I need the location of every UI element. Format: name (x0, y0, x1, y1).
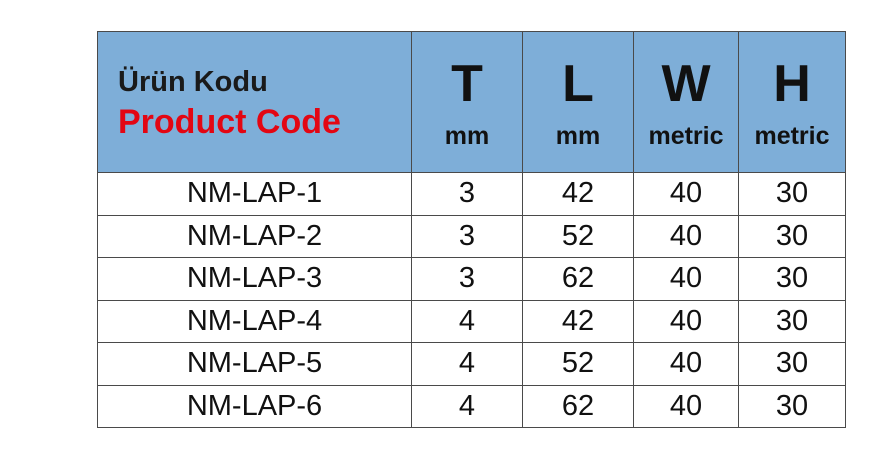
col-letter: L (562, 55, 594, 113)
table-cell: 3 (411, 214, 523, 258)
table-cell: 4 (411, 299, 523, 343)
table-cell: 40 (633, 384, 739, 428)
table-cell: 52 (522, 342, 634, 386)
col-unit: metric (648, 122, 724, 150)
table-cell: NM-LAP-6 (97, 384, 412, 428)
table-cell: 40 (633, 257, 739, 301)
table-cell: NM-LAP-5 (97, 342, 412, 386)
table-cell: 62 (522, 384, 634, 428)
table-row: NM-LAP-2 3 52 40 30 (97, 214, 846, 258)
label-tr: Ürün Kodu (118, 66, 268, 98)
table-cell: 30 (738, 257, 846, 301)
table-cell: 30 (738, 214, 846, 258)
col-unit: mm (444, 122, 490, 150)
header-product-code: Ürün Kodu Product Code (97, 31, 412, 173)
table-cell: 4 (411, 342, 523, 386)
table-cell: NM-LAP-1 (97, 172, 412, 216)
table-cell: 30 (738, 299, 846, 343)
table-cell: 40 (633, 299, 739, 343)
table-cell: NM-LAP-4 (97, 299, 412, 343)
col-letter: W (661, 55, 711, 113)
label-en: Product Code (118, 103, 341, 141)
table-cell: 30 (738, 172, 846, 216)
table-cell: 30 (738, 384, 846, 428)
table-cell: 3 (411, 172, 523, 216)
table-row: NM-LAP-1 3 42 40 30 (97, 172, 846, 216)
table-cell: 42 (522, 299, 634, 343)
table-cell: NM-LAP-3 (97, 257, 412, 301)
table-cell: 30 (738, 342, 846, 386)
col-unit: metric (754, 122, 830, 150)
col-letter: H (773, 55, 811, 113)
table-row: NM-LAP-5 4 52 40 30 (97, 342, 846, 386)
col-unit: mm (555, 122, 601, 150)
table-cell: NM-LAP-2 (97, 214, 412, 258)
table-cell: 3 (411, 257, 523, 301)
table-cell: 40 (633, 214, 739, 258)
table-cell: 4 (411, 384, 523, 428)
table-row: NM-LAP-6 4 62 40 30 (97, 384, 846, 428)
table-row: NM-LAP-4 4 42 40 30 (97, 299, 846, 343)
table-cell: 42 (522, 172, 634, 216)
table-row: NM-LAP-3 3 62 40 30 (97, 257, 846, 301)
table-cell: 52 (522, 214, 634, 258)
table-cell: 40 (633, 342, 739, 386)
col-letter: T (451, 55, 483, 113)
table-cell: 40 (633, 172, 739, 216)
table-cell: 62 (522, 257, 634, 301)
